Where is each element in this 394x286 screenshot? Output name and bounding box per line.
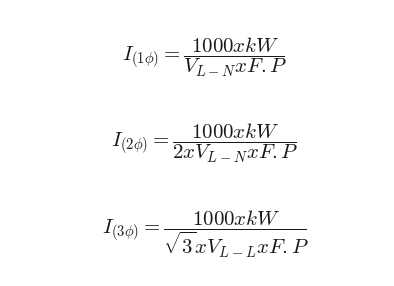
Text: $I_{(2\phi)} = \dfrac{1000xkW}{2xV_{L-N}xF.P}$: $I_{(2\phi)} = \dfrac{1000xkW}{2xV_{L-N}… — [111, 122, 299, 164]
Text: $I_{(3\phi)} = \dfrac{1000xkW}{\sqrt{3}xV_{L-L}xF.P}$: $I_{(3\phi)} = \dfrac{1000xkW}{\sqrt{3}x… — [102, 209, 308, 260]
Text: $I_{(1\phi)} = \dfrac{1000xkW}{V_{L-N}xF.P}$: $I_{(1\phi)} = \dfrac{1000xkW}{V_{L-N}xF… — [122, 36, 288, 79]
